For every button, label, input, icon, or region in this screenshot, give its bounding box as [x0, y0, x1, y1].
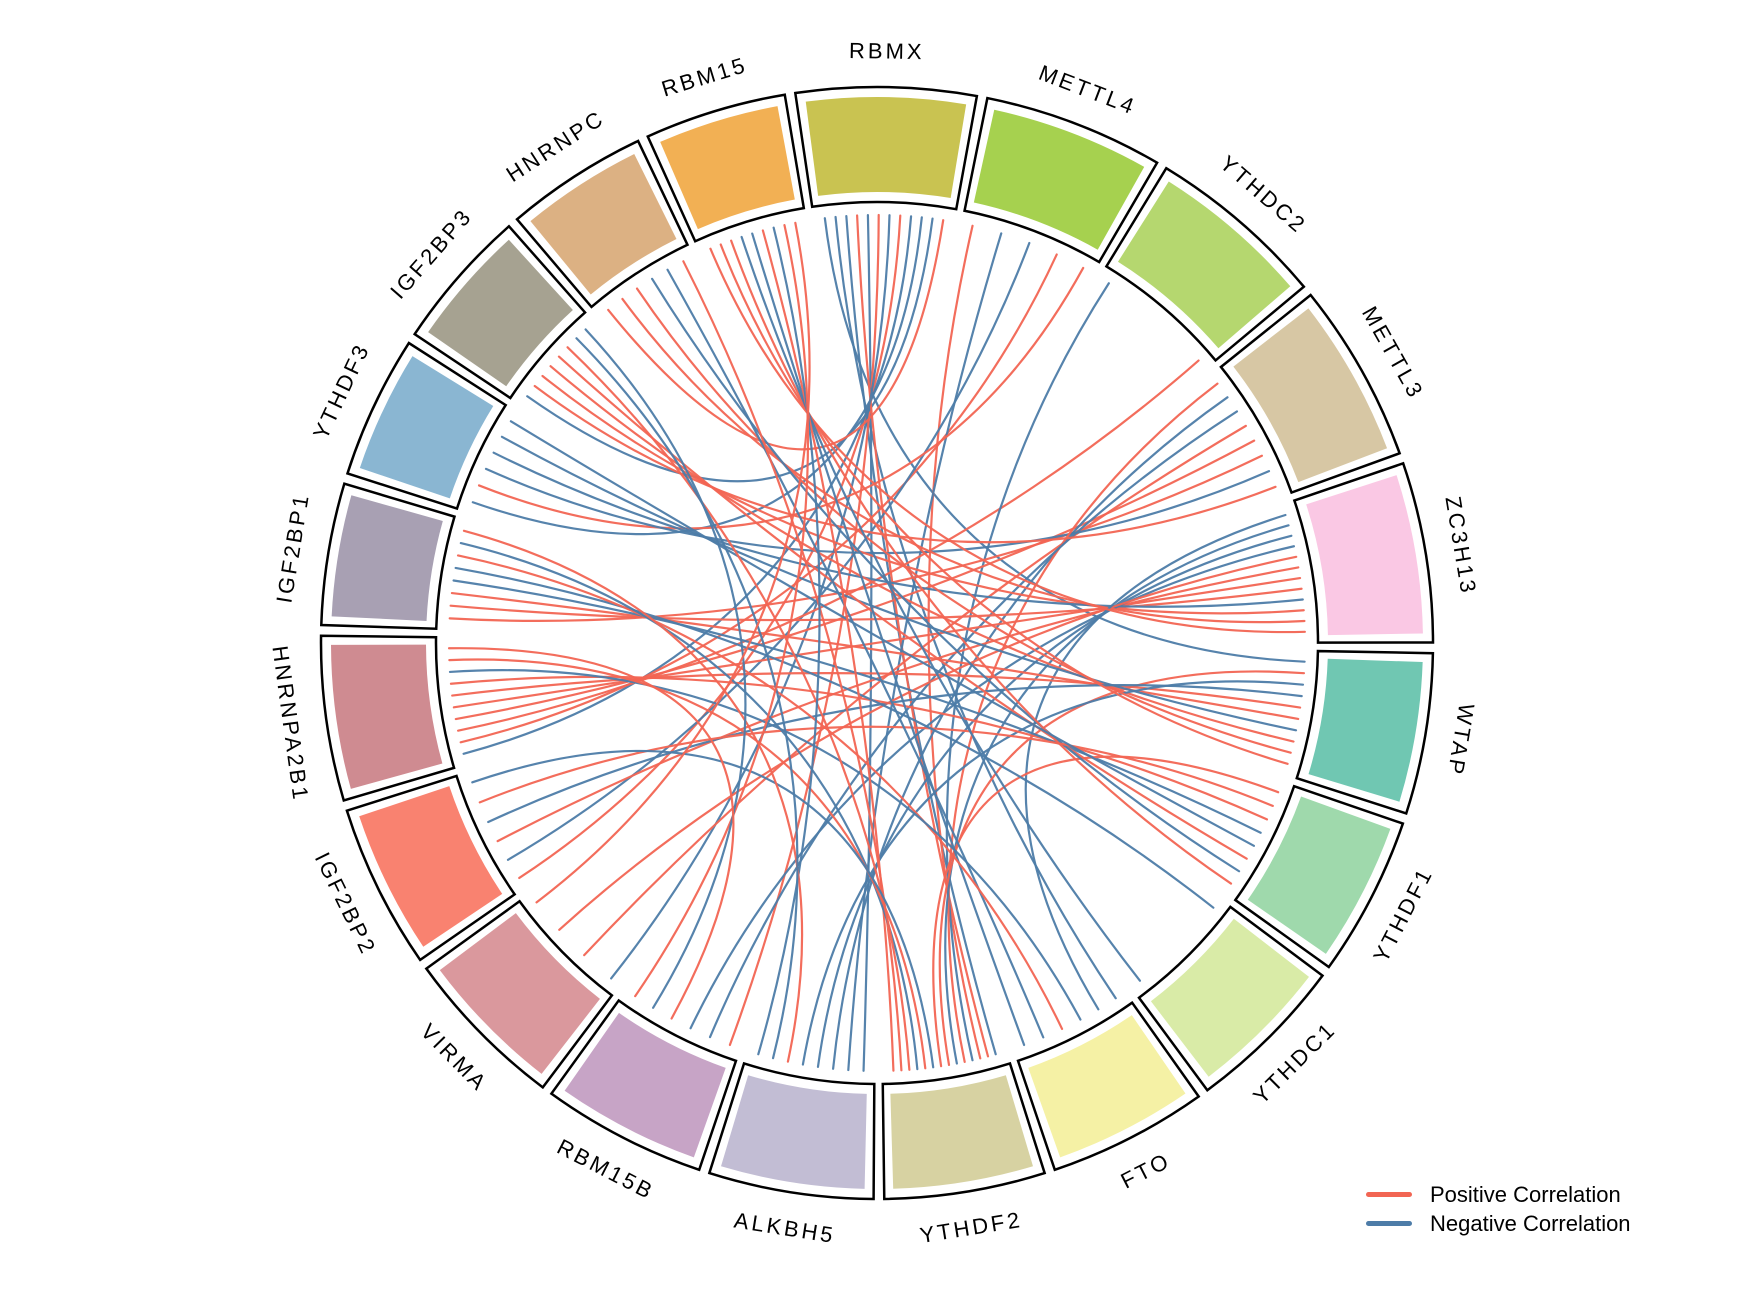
- sector-fill-YTHDF1: [1247, 796, 1391, 954]
- chord-link-RBMX-RBM15B: [728, 213, 880, 1047]
- sector-fill-RBMX: [805, 97, 967, 199]
- sector-label-YTHDF2: YTHDF2: [918, 1207, 1024, 1248]
- chord-link-YTHDF1-RBM15: [730, 239, 1233, 885]
- chord-link-METTL3-YTHDF2: [947, 382, 1219, 1064]
- sector-fill-ALKBH5: [721, 1075, 867, 1189]
- chord-link-METTL3-HNRNPA2B1: [454, 439, 1256, 721]
- positive-correlation-line-swatch: [1366, 1192, 1412, 1197]
- chord-link-YTHDC2-HNRNPA2B1: [456, 359, 1200, 732]
- chord-link-VIRMA-RBM15: [535, 221, 811, 904]
- sector-fill-IGF2BP1: [331, 495, 443, 621]
- chord-link-ZC3H13-IGF2BP2: [496, 566, 1300, 843]
- chord-link-METTL3-RBM15B: [708, 410, 1239, 1039]
- sector-fill-IGF2BP3: [428, 239, 573, 387]
- sector-fill-RBM15: [660, 106, 795, 230]
- sector-label-IGF2BP1: IGF2BP1: [271, 491, 314, 605]
- chord-link-RBMX-HNRNPA2B1: [462, 215, 913, 755]
- sector-fill-HNRNPA2B1: [331, 644, 443, 789]
- chord-link-YTHDC2-YTHDF2: [945, 282, 1110, 1062]
- chord-link-FTO-HNRNPC: [666, 268, 1045, 1039]
- chord-link-ZC3H13-VIRMA: [558, 555, 1298, 931]
- chord-link-ZC3H13-IGF2BP1: [449, 587, 1303, 622]
- chord-link-RBMX-IGF2BP3: [526, 217, 934, 483]
- chord-link-FTO-HNRNPA2B1: [448, 669, 1082, 1021]
- sector-label-RBMX: RBMX: [849, 38, 925, 64]
- sector-fill-VIRMA: [439, 913, 600, 1074]
- legend-item-negative: Negative Correlation: [1366, 1209, 1631, 1238]
- sector-label-ALKBH5: ALKBH5: [732, 1207, 837, 1248]
- chord-link-YTHDF1-IGF2BP1: [452, 579, 1262, 834]
- chord-link-ZC3H13-HNRNPA2B1: [452, 576, 1302, 709]
- chord-link-ALKBH5-IGF2BP1: [462, 529, 804, 1063]
- chord-link-WTAP-YTHDF2: [938, 670, 1306, 1066]
- legend: Positive Correlation Negative Correlatio…: [1366, 1180, 1631, 1238]
- sector-fill-METTL3: [1233, 308, 1388, 483]
- chord-link-ZC3H13-HNRNPC: [621, 297, 1306, 624]
- sector-label-HNRNPA2B1: HNRNPA2B1: [267, 644, 313, 803]
- chord-link-RBMX-WTAP: [823, 217, 1306, 663]
- sector-fill-HNRNPC: [530, 153, 677, 295]
- chord-link-METTL3-ALKBH5: [832, 396, 1229, 1070]
- chord-link-YTHDF1-YTHDF3: [509, 420, 1255, 847]
- chord-link-YTHDF2-IGF2BP3: [566, 346, 911, 1071]
- sector-fill-METTL4: [973, 109, 1145, 250]
- chord-link-RBMX-HNRNPC: [607, 219, 945, 451]
- chord-link-ZC3H13-RBM15: [709, 247, 1306, 634]
- sector-label-WTAP: WTAP: [1443, 702, 1480, 779]
- chord-link-ZC3H13-FTO: [1024, 513, 1287, 1011]
- sector-fill-RBM15B: [564, 1012, 726, 1158]
- chord-link-YTHDF2-HNRNPC: [682, 260, 903, 1072]
- chord-link-YTHDF2-RBM15: [761, 229, 895, 1072]
- sector-fill-ZC3H13: [1306, 475, 1423, 636]
- chord-link-YTHDC1-IGF2BP1: [454, 566, 1215, 909]
- chord-link-WTAP-HNRNPA2B1: [451, 672, 1302, 709]
- sector-label-METTL4: METTL4: [1035, 60, 1140, 120]
- chord-link-METTL4-ALKBH5: [847, 232, 1003, 1072]
- sector-label-RBM15: RBM15: [659, 52, 751, 102]
- chord-link-WTAP-HNRNPC: [635, 287, 1292, 754]
- chord-link-YTHDF1-IGF2BP2: [478, 725, 1274, 808]
- chord-link-YTHDF1-YTHDF2: [932, 755, 1280, 1068]
- sector-fill-YTHDF3: [359, 356, 494, 499]
- sector-fill-IGF2BP2: [359, 786, 503, 947]
- sector-fill-WTAP: [1308, 658, 1423, 802]
- negative-correlation-line-swatch: [1366, 1221, 1412, 1226]
- chord-link-METTL3-VIRMA: [583, 424, 1247, 957]
- chord-link-YTHDF2-IGF2BP1: [459, 541, 919, 1071]
- chord-link-FTO-RBM15: [751, 232, 1026, 1047]
- sector-fill-YTHDC1: [1150, 918, 1310, 1077]
- chord-link-YTHDF2-IGF2BP2: [471, 749, 935, 1069]
- chord-link-WTAP-IGF2BP1: [450, 591, 1300, 721]
- chord-link-RBMX-IGF2BP2: [518, 214, 902, 880]
- chord-link-RBM15B-RBM15: [634, 224, 810, 998]
- legend-item-positive: Positive Correlation: [1366, 1180, 1631, 1209]
- chord-link-ALKBH5-RBM15: [757, 226, 821, 1056]
- legend-label-positive: Positive Correlation: [1430, 1181, 1621, 1207]
- chord-link-ZC3H13-YTHDF2: [944, 524, 1290, 1065]
- sector-label-FTO: FTO: [1117, 1147, 1175, 1193]
- chord-link-YTHDC1-RBM15: [740, 235, 1142, 982]
- sector-fill-YTHDF2: [890, 1075, 1033, 1189]
- chord-link-WTAP-YTHDF3: [500, 435, 1298, 732]
- chord-link-ZC3H13-RBM15B: [689, 545, 1296, 1030]
- chord-link-METTL3-IGF2BP3: [533, 384, 1277, 544]
- chord-link-ALKBH5-IGF2BP3: [575, 337, 799, 1060]
- sector-fill-FTO: [1028, 1015, 1186, 1158]
- chord-link-WTAP-RBM15: [719, 243, 1289, 765]
- sector-label-ZC3H13: ZC3H13: [1440, 494, 1481, 597]
- chord-link-RBM15B-HNRNPA2B1: [447, 647, 735, 1020]
- chord-link-METTL3-YTHDF3: [484, 467, 1271, 555]
- chord-link-WTAP-ALKBH5: [801, 680, 1305, 1066]
- chord-link-YTHDF1-HNRNPC: [650, 277, 1241, 873]
- chord-link-ZC3H13-ALKBH5: [816, 534, 1293, 1069]
- sector-fill-YTHDC2: [1117, 181, 1291, 349]
- chord-link-YTHDF2-HNRNPA2B1: [448, 658, 927, 1070]
- legend-label-negative: Negative Correlation: [1430, 1210, 1631, 1236]
- chord-link-YTHDF1-HNRNPA2B1: [449, 675, 1269, 821]
